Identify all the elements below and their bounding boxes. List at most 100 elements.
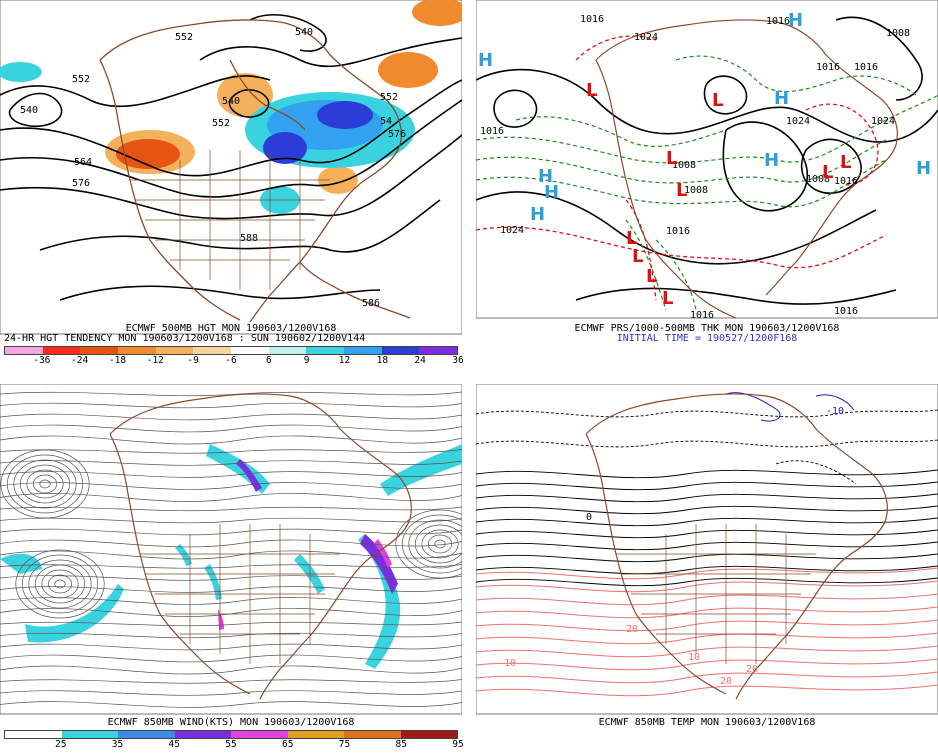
map-title: ECMWF 850MB WIND(KTS) MON 190603/1200V16… (107, 717, 355, 728)
legend-tick-label: 75 (338, 739, 351, 750)
legend-colorbar (4, 730, 458, 739)
isotherm-label: -10 (826, 406, 844, 417)
map-850mb-temperature: -10 0 10 20 20 10 20 (476, 384, 938, 715)
isobar-label: 1016 (580, 14, 604, 25)
high-pressure-center: H (478, 50, 493, 71)
thickness-warm (476, 35, 887, 301)
circulation-ring (15, 549, 105, 619)
legend-swatch (80, 347, 119, 354)
coastline (595, 19, 898, 319)
streamline (0, 517, 462, 524)
legend-swatch (118, 347, 156, 354)
panel-850mb-temperature: -10 0 10 20 20 10 20 ECMWF 850MB TEMP MO… (476, 384, 938, 756)
low-pressure-center: L (626, 228, 637, 249)
circulation-ring (47, 574, 73, 594)
isotherm-label: 20 (626, 624, 638, 635)
legend-swatch (400, 731, 457, 738)
streamline (0, 435, 462, 445)
legend-swatch (118, 731, 175, 738)
legend-tick-label: -6 (225, 355, 237, 366)
streamline (0, 402, 462, 409)
contour-label: 552 (380, 92, 398, 103)
streamline (0, 586, 462, 593)
state-borders (140, 524, 340, 664)
circulation-ring (41, 569, 79, 599)
warm-isotherm (476, 671, 938, 684)
isobar-label: 1008 (672, 160, 696, 171)
circulation-ring (434, 539, 446, 549)
legend-tick-label: 95 (452, 739, 464, 750)
legend-swatch (231, 347, 269, 354)
isotherm-label: 10 (688, 652, 700, 663)
circulation-ring (408, 519, 462, 569)
contour-label: 540 (295, 27, 313, 38)
streamline (0, 690, 462, 696)
low-pressure-center: L (662, 288, 673, 309)
isotherm (476, 577, 938, 587)
legend-swatch (231, 731, 288, 738)
height-tendency-shading (0, 0, 462, 214)
legend-tick-label: -18 (108, 355, 127, 366)
isobar-label: 1008 (886, 28, 910, 39)
high-pressure-center: H (544, 182, 559, 203)
coastline (109, 393, 412, 700)
contour-label: 576 (388, 129, 406, 140)
isobar-label: 1008 (806, 174, 830, 185)
isobars (476, 16, 938, 305)
streamline (0, 665, 462, 675)
legend-tick-label: 45 (168, 739, 180, 750)
tendency-legend: -36 -24 -18 -12 -9 -6 6 9 12 18 24 36 (4, 346, 464, 366)
circulation-ring (21, 554, 99, 614)
legend-swatch (193, 347, 232, 354)
contour-label: 552 (212, 118, 230, 129)
low-pressure-center: L (840, 152, 851, 173)
isotherm (476, 517, 938, 527)
high-pressure-center: H (788, 10, 803, 31)
contour-label: 540 (20, 105, 38, 116)
legend-swatch (268, 347, 307, 354)
panel-500mb-height: 540 552 552 540 564 576 552 552 576 588 … (0, 0, 464, 372)
isobar-label: 1016 (766, 16, 790, 27)
isobar-label: 1008 (684, 185, 708, 196)
isotherm (476, 529, 938, 539)
panel-pressure-thickness: 1016 1024 1016 1016 1024 1008 1008 1016 … (476, 0, 938, 372)
warm-isotherm (476, 619, 938, 632)
streamline (0, 597, 462, 605)
circulation-ring (6, 454, 84, 514)
isotherm (476, 481, 938, 491)
legend-swatch (61, 731, 118, 738)
map-initial-time: INITIAL TIME = 190527/1200F168 (616, 333, 798, 344)
isotherm-label: 0 (586, 512, 592, 523)
legend-tick-label: 65 (282, 739, 294, 750)
contour-label: 54 (380, 116, 392, 127)
warm-isotherm (476, 684, 938, 697)
legend-swatch (344, 731, 401, 738)
isotherms-warm (476, 567, 938, 697)
isotherm (476, 553, 938, 563)
isotherms-cold (476, 409, 938, 485)
streamline (0, 564, 462, 569)
map-subtitle: 24-HR HGT TENDENCY MON 190603/1200V168 :… (4, 333, 366, 344)
isobar-label: 1016 (834, 306, 858, 317)
map-pressure-thickness: 1016 1024 1016 1016 1024 1008 1008 1016 … (476, 0, 938, 321)
isobar-label: 1016 (666, 226, 690, 237)
legend-swatch (5, 347, 43, 354)
streamline (0, 575, 462, 581)
streamline (0, 701, 462, 708)
panel-850mb-wind: ECMWF 850MB WIND(KTS) MON 190603/1200V16… (0, 384, 464, 756)
isobar-label: 1024 (500, 225, 524, 236)
warm-isotherm (476, 645, 938, 658)
contour-label: 588 (240, 233, 258, 244)
streamline (0, 679, 462, 684)
isotherm-label: 10 (504, 658, 516, 669)
isotherm (476, 505, 938, 515)
legend-tick-label: 9 (303, 355, 310, 366)
streamline (0, 506, 462, 512)
isotherm (476, 469, 938, 479)
map-500mb-height: 540 552 552 540 564 576 552 552 576 588 … (0, 0, 462, 335)
low-pressure-center: L (676, 180, 687, 201)
isobar-label: 1024 (786, 116, 810, 127)
low-pressure-center: L (712, 90, 723, 111)
isotherms-very-cold (725, 392, 855, 422)
warm-isotherm (476, 606, 938, 619)
